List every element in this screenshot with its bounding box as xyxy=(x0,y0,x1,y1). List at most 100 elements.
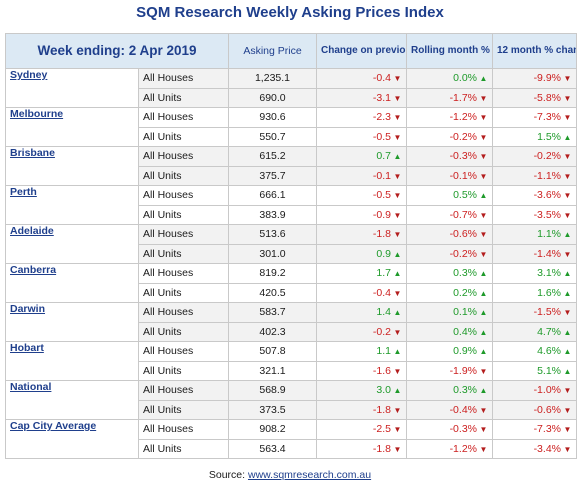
change-value: -9.9% xyxy=(533,72,561,85)
table-header-row: Week ending: 2 Apr 2019 Asking Price Cha… xyxy=(5,33,577,69)
week-ending-header: Week ending: 2 Apr 2019 xyxy=(5,33,229,69)
change-value: -0.2% xyxy=(449,247,477,260)
table-row: Perth All Houses 666.1 -0.5 ▼ 0.5% ▲ -3.6% ▼ xyxy=(5,185,577,225)
table-row: All Units 375.7 -0.1 ▼ -0.1% ▼ -1.1% ▼ xyxy=(6,165,577,186)
change-week-cell: -0.5 ▼ xyxy=(316,126,407,147)
down-triangle-icon: ▼ xyxy=(393,405,402,415)
twelve-month-cell: -9.9% ▼ xyxy=(492,68,577,89)
up-triangle-icon: ▲ xyxy=(393,152,402,162)
down-triangle-icon: ▼ xyxy=(393,191,402,201)
up-triangle-icon: ▲ xyxy=(393,386,402,396)
property-type: All Houses xyxy=(138,185,229,206)
table-row: All Units 321.1 -1.6 ▼ -1.9% ▼ 5.1% ▲ xyxy=(6,360,577,381)
city-link[interactable]: Adelaide xyxy=(5,224,139,264)
city-link[interactable]: Melbourne xyxy=(5,107,139,147)
asking-price-cell: 819.2 xyxy=(228,263,317,284)
city-link[interactable]: Canberra xyxy=(5,263,139,303)
property-type: All Houses xyxy=(138,146,229,167)
up-triangle-icon: ▲ xyxy=(563,230,572,240)
city-link[interactable]: Hobart xyxy=(5,341,139,381)
change-value: -1.8 xyxy=(372,442,391,455)
twelve-month-cell: -3.4% ▼ xyxy=(492,438,577,459)
change-week-cell: -3.1 ▼ xyxy=(316,87,407,108)
change-week-cell: 3.0 ▲ xyxy=(316,380,407,401)
down-triangle-icon: ▼ xyxy=(563,249,572,259)
city-link[interactable]: Darwin xyxy=(5,302,139,342)
source-label: Source: xyxy=(208,469,246,481)
change-value: 0.5% xyxy=(453,189,477,202)
table-row: All Units 301.0 0.9 ▲ -0.2% ▼ -1.4% ▼ xyxy=(6,243,577,264)
down-triangle-icon: ▼ xyxy=(479,152,488,162)
city-link[interactable]: National xyxy=(5,380,139,420)
down-triangle-icon: ▼ xyxy=(393,171,402,181)
change-value: -2.5 xyxy=(372,423,391,436)
property-type: All Units xyxy=(138,87,229,108)
change-value: -3.6% xyxy=(533,189,561,202)
rolling-month-cell: -0.2% ▼ xyxy=(406,126,493,147)
down-triangle-icon: ▼ xyxy=(393,93,402,103)
change-week-cell: -0.1 ▼ xyxy=(316,165,407,186)
down-triangle-icon: ▼ xyxy=(563,425,572,435)
down-triangle-icon: ▼ xyxy=(479,230,488,240)
change-week-cell: 1.4 ▲ xyxy=(316,302,407,323)
change-value: -0.5 xyxy=(372,130,391,143)
city-link[interactable]: Perth xyxy=(5,185,139,225)
change-value: -0.5 xyxy=(372,189,391,202)
table-row: All Units 690.0 -3.1 ▼ -1.7% ▼ -5.8% ▼ xyxy=(6,87,577,108)
table-row: Cap City Average All Houses 908.2 -2.5 ▼ -0.3… xyxy=(5,419,577,459)
down-triangle-icon: ▼ xyxy=(479,249,488,259)
rolling-month-cell: -0.3% ▼ xyxy=(406,419,493,440)
change-value: -0.1% xyxy=(449,169,477,182)
down-triangle-icon: ▼ xyxy=(393,366,402,376)
down-triangle-icon: ▼ xyxy=(479,366,488,376)
down-triangle-icon: ▼ xyxy=(479,171,488,181)
city-link[interactable]: Cap City Average xyxy=(5,419,139,459)
down-triangle-icon: ▼ xyxy=(479,113,488,123)
change-value: -3.5% xyxy=(533,208,561,221)
change-value: 1.6% xyxy=(537,286,561,299)
table-row: Sydney All Houses 1,235.1 -0.4 ▼ 0.0% ▲ -9.9% ▼ xyxy=(5,68,577,108)
city-link[interactable]: Brisbane xyxy=(5,146,139,186)
change-value: -7.3% xyxy=(533,423,561,436)
table-row: Brisbane All Houses 615.2 0.7 ▲ -0.3% ▼ -0.2% ▼ xyxy=(5,146,577,186)
change-week-cell: 1.7 ▲ xyxy=(316,263,407,284)
down-triangle-icon: ▼ xyxy=(393,230,402,240)
up-triangle-icon: ▲ xyxy=(563,327,572,337)
source-link[interactable]: www.sqmresearch.com.au xyxy=(247,469,372,481)
table-row: Darwin All Houses 583.7 1.4 ▲ 0.1% ▲ -1.5% ▼ xyxy=(5,302,577,342)
twelve-month-cell: 4.6% ▲ xyxy=(492,341,577,362)
down-triangle-icon: ▼ xyxy=(563,308,572,318)
asking-price-cell: 375.7 xyxy=(228,165,317,186)
rolling-month-cell: 0.2% ▲ xyxy=(406,282,493,303)
property-type: All Houses xyxy=(138,107,229,128)
down-triangle-icon: ▼ xyxy=(563,405,572,415)
table-row: All Units 373.5 -1.8 ▼ -0.4% ▼ -0.6% ▼ xyxy=(6,399,577,420)
rolling-month-cell: -0.6% ▼ xyxy=(406,224,493,245)
change-value: -0.2% xyxy=(533,150,561,163)
change-value: -2.3 xyxy=(372,111,391,124)
down-triangle-icon: ▼ xyxy=(563,152,572,162)
change-week-cell: -1.6 ▼ xyxy=(316,360,407,381)
rolling-month-cell: 0.0% ▲ xyxy=(406,68,493,89)
change-value: 1.1 xyxy=(376,345,391,358)
change-value: -0.9 xyxy=(372,208,391,221)
rolling-month-cell: -0.3% ▼ xyxy=(406,146,493,167)
change-value: -1.2% xyxy=(449,442,477,455)
change-value: 1.4 xyxy=(376,306,391,319)
down-triangle-icon: ▼ xyxy=(393,327,402,337)
asking-price-cell: 563.4 xyxy=(228,438,317,459)
property-type: All Units xyxy=(138,282,229,303)
asking-price-cell: 1,235.1 xyxy=(228,68,317,89)
up-triangle-icon: ▲ xyxy=(479,191,488,201)
down-triangle-icon: ▼ xyxy=(479,93,488,103)
city-link[interactable]: Sydney xyxy=(5,68,139,108)
change-value: 1.7 xyxy=(376,267,391,280)
change-week-cell: -2.5 ▼ xyxy=(316,419,407,440)
up-triangle-icon: ▲ xyxy=(479,347,488,357)
page-title: SQM Research Weekly Asking Prices Index xyxy=(136,4,444,21)
twelve-month-cell: -0.2% ▼ xyxy=(492,146,577,167)
change-value: -7.3% xyxy=(533,111,561,124)
twelve-month-cell: -7.3% ▼ xyxy=(492,107,577,128)
change-value: -1.8 xyxy=(372,228,391,241)
rolling-month-cell: 0.3% ▲ xyxy=(406,263,493,284)
